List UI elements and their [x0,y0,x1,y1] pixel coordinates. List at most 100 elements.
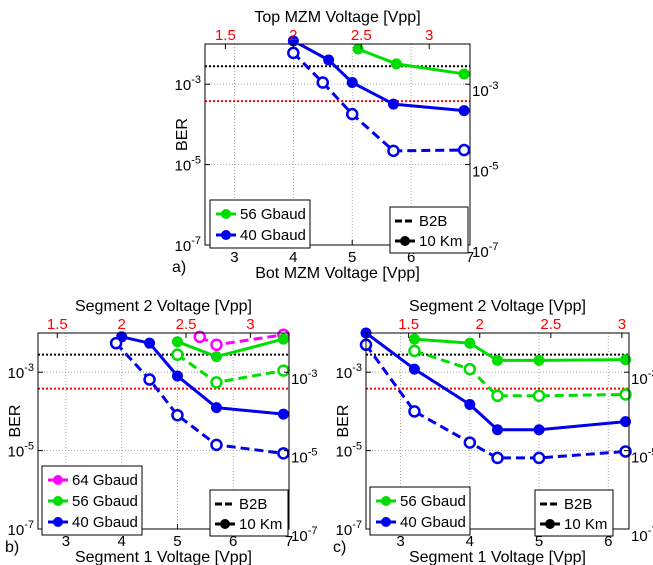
legend-entry: 64 Gbaud [72,472,138,489]
data-point [171,370,183,382]
data-point [109,336,123,350]
x-tick-label: 6 [407,249,415,266]
data-point [458,105,470,117]
panel-label: b) [5,539,19,556]
y2-tick-label: 10-5 [631,447,653,467]
y-axis-label: BER [7,405,24,438]
x2-tick-label: 2.5 [176,316,197,333]
x2-axis-label: Top MZM Voltage [Vpp] [254,9,420,26]
x2-tick-label: 3 [618,316,626,333]
data-point [277,364,290,377]
data-point [492,354,503,366]
y2-tick-label: 10-3 [291,368,317,388]
legend-style-entry: 10 Km [239,516,282,533]
x-tick-label: 3 [62,533,70,550]
data-point [408,344,421,358]
y2-tick-label: 10-5 [291,447,317,467]
x-tick-label: 4 [289,249,297,266]
y-tick-label: 10-3 [336,362,362,382]
data-point [171,348,184,361]
data-point [143,373,156,386]
data-point [408,333,420,345]
data-point [390,58,402,70]
legend-style-marker [545,519,555,529]
legend-style-entry: 10 Km [564,516,607,533]
series-line [366,333,626,432]
series-line [114,342,284,455]
data-point [210,402,222,414]
panel-c: 3 4 5 6 1.5 2 2.5 3 10-3 10-3 10-5 10-5 10-7 10-7 Segm… [333,298,653,565]
y2-tick-label: 10-3 [631,368,653,388]
legend-colors [209,199,311,249]
plot-frame [365,332,630,530]
data-point [277,447,290,460]
data-point [532,451,546,465]
x-tick-label: 4 [466,533,474,550]
y-axis-label: BER [335,405,352,438]
y-tick-label: 10-3 [8,362,34,382]
x2-tick-label: 2 [289,27,297,44]
x-tick-label: 4 [117,533,125,550]
x2-tick-label: 2.5 [351,27,372,44]
data-point [533,424,545,436]
data-point [210,338,223,352]
series-line [366,343,626,460]
panel-label: a) [172,259,186,276]
data-point [144,337,156,349]
legend-entry: 56 Gbaud [72,493,138,510]
data-point [408,363,420,375]
y-tick-label: 10-5 [8,441,34,461]
data-point [619,445,632,458]
legend-swatch-marker [221,209,231,219]
x-tick-label: 3 [230,249,238,266]
y-tick-label: 10-5 [336,441,362,461]
legend-style-marker [400,236,410,246]
legend-colors [369,486,471,536]
x-tick-label: 3 [396,533,404,550]
x2-tick-label: 1.5 [215,27,236,44]
legend-entry: 40 Gbaud [240,227,306,244]
data-point [463,436,477,449]
x2-tick-label: 3 [246,316,254,333]
legend-swatch-marker [53,496,63,506]
data-point [620,354,632,366]
legend-style-entry: B2B [564,496,592,513]
data-point [387,144,400,158]
data-point [171,336,183,348]
x2-tick-label: 1.5 [398,316,419,333]
legend-swatch-marker [381,517,391,527]
legend-swatch-marker [53,517,63,527]
data-point [210,438,223,452]
data-point [620,416,632,428]
data-point [408,405,421,418]
x-tick-label: 7 [466,249,474,266]
legend-entry: 40 Gbaud [400,514,466,531]
legend-swatch-marker [53,475,63,485]
x-axis-label: Segment 1 Voltage [Vpp] [75,549,252,565]
y2-tick-label: 10-3 [472,80,498,100]
legend-style-entry: B2B [419,213,447,230]
legend-style-entry: B2B [239,496,267,513]
data-point [533,354,545,366]
panel-label: c) [333,539,346,556]
legend-entry: 40 Gbaud [72,514,138,531]
y-tick-label: 10-5 [175,155,201,175]
panel-b: 3 4 5 6 7 1.5 2 2.5 3 10-3 10-3 10-5 10-5 10-7 10-7 Seg… [5,298,317,565]
x2-tick-label: 2 [476,316,484,333]
data-point [464,398,476,410]
x-tick-label: 6 [229,533,237,550]
x2-tick-label: 3 [425,27,433,44]
legend-style-marker [220,519,230,529]
x-tick-label: 7 [285,533,293,550]
x-tick-label: 6 [604,533,612,550]
x-tick-label: 5 [535,533,543,550]
x2-tick-label: 1.5 [47,316,68,333]
y-tick-label: 10-7 [336,519,362,539]
data-point [316,76,330,89]
x2-axis-label: Segment 2 Voltage [Vpp] [409,298,586,315]
x-axis-label: Segment 1 Voltage [Vpp] [409,549,586,565]
y2-tick-label: 10-5 [472,161,498,181]
y2-tick-label: 10-7 [472,241,498,261]
plot-frame [37,332,290,530]
